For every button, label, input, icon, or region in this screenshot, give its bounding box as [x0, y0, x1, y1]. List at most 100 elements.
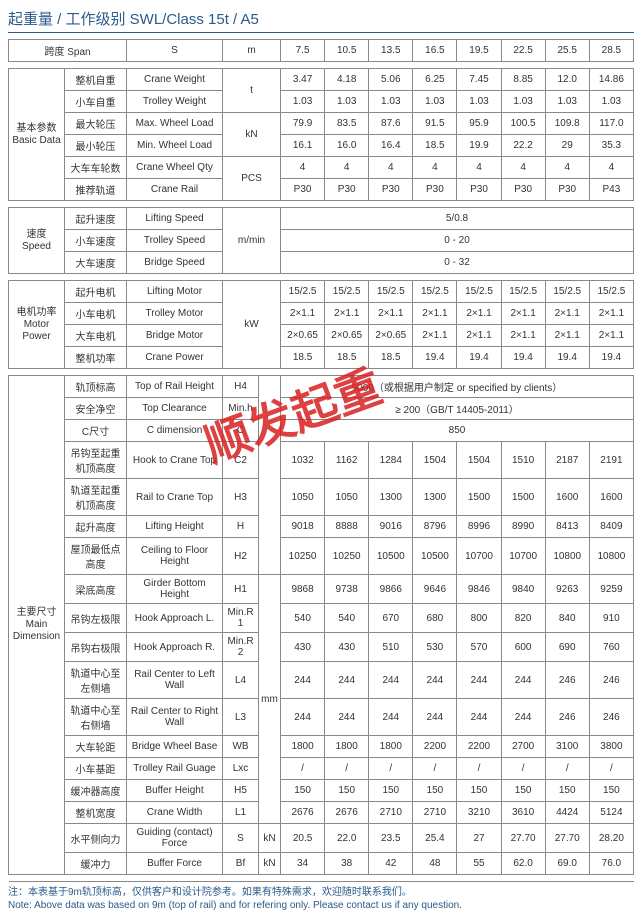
merged: 0 - 20 [281, 230, 634, 252]
row-cn: 小车电机 [65, 303, 127, 325]
row-cn: 小车自重 [65, 91, 127, 113]
val: 19.4 [413, 347, 457, 369]
val: 15/2.5 [369, 281, 413, 303]
val: 3210 [457, 802, 501, 824]
val: / [589, 758, 633, 780]
val: 4.18 [325, 69, 369, 91]
val: 87.6 [369, 113, 413, 135]
row-cn: 吊钩至起重机顶高度 [65, 442, 127, 479]
page-title: 起重量 / 工作级别 SWL/Class 15t / A5 [8, 8, 634, 33]
row-en: Rail to Crane Top [127, 479, 223, 516]
val: 9840 [501, 575, 545, 604]
val: 244 [501, 699, 545, 736]
val: 7.45 [457, 69, 501, 91]
val: 670 [369, 604, 413, 633]
val: 8888 [325, 516, 369, 538]
val: 19.9 [457, 135, 501, 157]
val: 8990 [501, 516, 545, 538]
val: 34 [281, 853, 325, 875]
val: 244 [369, 699, 413, 736]
unit: H3 [223, 479, 259, 516]
unit: C [223, 420, 259, 442]
val: 15/2.5 [501, 281, 545, 303]
val: 27.70 [545, 824, 589, 853]
val: 2×1.1 [369, 303, 413, 325]
val: 246 [589, 662, 633, 699]
val: 20.5 [281, 824, 325, 853]
row-en: Hook to Crane Top [127, 442, 223, 479]
row-cn: 最小轮压 [65, 135, 127, 157]
unit: H1 [223, 575, 259, 604]
val: 79.9 [281, 113, 325, 135]
val: 150 [457, 780, 501, 802]
unit: kN [223, 113, 281, 157]
val: 10800 [589, 538, 633, 575]
val: 2200 [413, 736, 457, 758]
row-cn: 推荐轨道 [65, 179, 127, 201]
val: 690 [545, 633, 589, 662]
unit: WB [223, 736, 259, 758]
row-cn: 缓冲力 [65, 853, 127, 875]
val: 3610 [501, 802, 545, 824]
val: 600 [501, 633, 545, 662]
val: 28.20 [589, 824, 633, 853]
row-en: Lifting Motor [127, 281, 223, 303]
val: 3800 [589, 736, 633, 758]
val: 6.25 [413, 69, 457, 91]
val: 1510 [501, 442, 545, 479]
row-en: Guiding (contact) Force [127, 824, 223, 853]
val: 760 [589, 633, 633, 662]
row-cn: 大车电机 [65, 325, 127, 347]
row-en: Bridge Motor [127, 325, 223, 347]
val: 12.0 [545, 69, 589, 91]
group-label: 基本参数Basic Data [9, 69, 65, 201]
row-en: Trolley Speed [127, 230, 223, 252]
val: 150 [369, 780, 413, 802]
val: P30 [281, 179, 325, 201]
val: 19.4 [457, 347, 501, 369]
val: / [501, 758, 545, 780]
row-en: Hook Approach L. [127, 604, 223, 633]
val: 15/2.5 [457, 281, 501, 303]
val: 1.03 [369, 91, 413, 113]
val: 1800 [325, 736, 369, 758]
unit: H4 [223, 376, 259, 398]
val: 2×1.1 [325, 303, 369, 325]
row-en: Top Clearance [127, 398, 223, 420]
val: 244 [457, 699, 501, 736]
val: 14.86 [589, 69, 633, 91]
val: 150 [501, 780, 545, 802]
val: 55 [457, 853, 501, 875]
val: 100.5 [501, 113, 545, 135]
val: 9646 [413, 575, 457, 604]
val: 15/2.5 [281, 281, 325, 303]
val: 2×1.1 [589, 303, 633, 325]
val: / [325, 758, 369, 780]
val: 1.03 [545, 91, 589, 113]
val: 8409 [589, 516, 633, 538]
row-cn: 起升高度 [65, 516, 127, 538]
val: 9018 [281, 516, 325, 538]
row-en: Rail Center to Left Wall [127, 662, 223, 699]
val: 109.8 [545, 113, 589, 135]
group-label: 电机功率Motor Power [9, 281, 65, 369]
val: 2187 [545, 442, 589, 479]
row-cn: 吊钩右极限 [65, 633, 127, 662]
val: 29 [545, 135, 589, 157]
val: 1050 [281, 479, 325, 516]
val: 10250 [325, 538, 369, 575]
val: 570 [457, 633, 501, 662]
val: 2×1.1 [545, 325, 589, 347]
merged: 850 [281, 420, 634, 442]
row-cn: 轨道至起重机顶高度 [65, 479, 127, 516]
row-en: Hook Approach R. [127, 633, 223, 662]
val: 2×1.1 [413, 303, 457, 325]
unit: H5 [223, 780, 259, 802]
val: 244 [281, 662, 325, 699]
row-cn: 大车轮距 [65, 736, 127, 758]
val: 16.4 [369, 135, 413, 157]
val: 9016 [369, 516, 413, 538]
group-label: 速度Speed [9, 208, 65, 274]
val: 4 [325, 157, 369, 179]
unit: t [223, 69, 281, 113]
